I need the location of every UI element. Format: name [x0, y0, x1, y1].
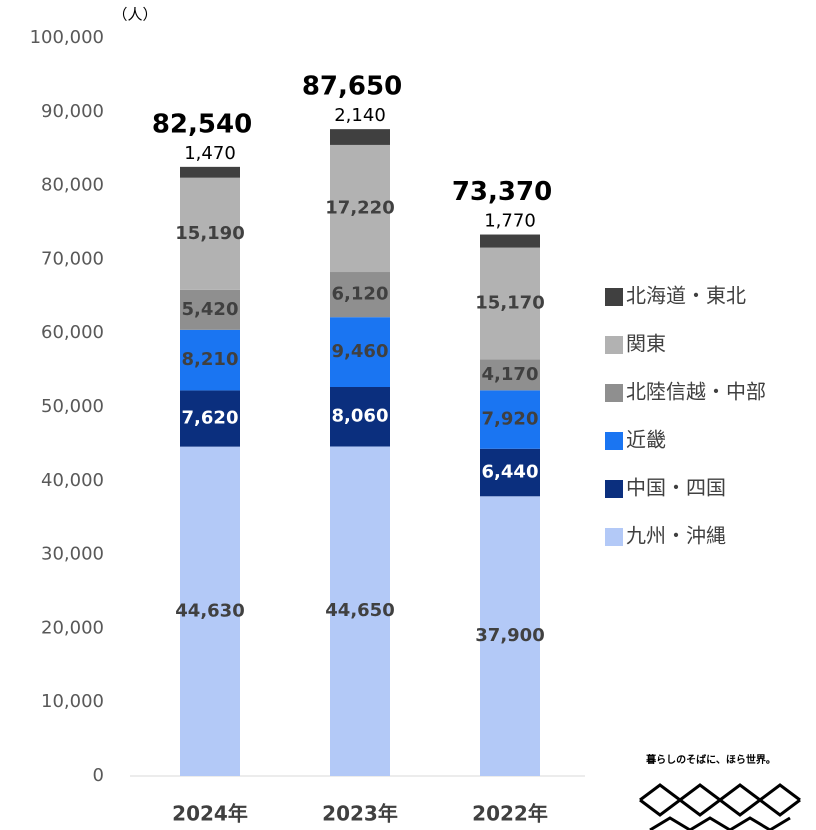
value-label: 44,650	[325, 600, 394, 621]
bar-segment	[480, 448, 540, 497]
bar-segment	[330, 272, 390, 318]
value-label: 15,170	[475, 293, 544, 314]
value-label: 7,920	[482, 409, 539, 430]
legend-swatch	[605, 480, 623, 498]
value-label: 2,140	[334, 105, 386, 126]
legend-label: 北海道・東北	[626, 284, 746, 308]
bar-segment	[330, 387, 390, 447]
value-label: 37,900	[475, 625, 544, 646]
legend-swatch	[605, 336, 623, 354]
bar-segment	[480, 390, 540, 449]
total-label: 87,650	[302, 72, 402, 102]
legend-label: 北陸信越・中部	[626, 380, 766, 404]
y-tick-label: 80,000	[41, 175, 104, 196]
y-tick-label: 0	[93, 765, 104, 786]
total-label: 73,370	[452, 177, 552, 207]
value-label: 44,630	[175, 600, 244, 621]
bar-segment	[180, 289, 240, 330]
bar-segment	[330, 317, 390, 388]
bar-segment	[180, 177, 240, 290]
y-unit: （人）	[112, 6, 157, 24]
value-label: 1,470	[184, 143, 236, 164]
bar-segment	[330, 129, 390, 145]
logo-text: 暮らしのそばに、ほら世界。	[645, 753, 776, 766]
y-tick-label: 60,000	[41, 322, 104, 343]
legend-swatch	[605, 288, 623, 306]
value-label: 6,440	[482, 462, 539, 483]
bar-segment	[480, 359, 540, 391]
bar-segment	[180, 390, 240, 447]
x-tick-label: 2023年	[322, 802, 398, 826]
bar-segment	[480, 496, 540, 776]
legend-swatch	[605, 432, 623, 450]
y-tick-label: 50,000	[41, 396, 104, 417]
y-tick-label: 40,000	[41, 470, 104, 491]
legend-label: 中国・四国	[626, 476, 726, 500]
value-label: 7,620	[182, 408, 239, 429]
y-tick-label: 90,000	[41, 101, 104, 122]
value-label: 8,210	[182, 349, 239, 370]
y-tick-label: 20,000	[41, 617, 104, 638]
legend-label: 近畿	[626, 428, 666, 452]
total-label: 82,540	[152, 109, 252, 139]
value-label: 5,420	[182, 299, 239, 320]
bar-segment	[180, 446, 240, 776]
bar-segment	[330, 446, 390, 776]
legend-label: 関東	[626, 332, 666, 356]
bar-segment	[480, 247, 540, 360]
legend-label: 九州・沖縄	[626, 524, 726, 548]
bar-segment	[180, 166, 240, 178]
value-label: 4,170	[482, 364, 539, 385]
legend-swatch	[605, 384, 623, 402]
y-tick-label: 30,000	[41, 544, 104, 565]
value-label: 15,190	[175, 223, 244, 244]
x-tick-label: 2022年	[472, 802, 548, 826]
legend-swatch	[605, 528, 623, 546]
value-label: 9,460	[332, 341, 389, 362]
y-tick-label: 10,000	[41, 691, 104, 712]
value-label: 6,120	[332, 284, 389, 305]
y-tick-label: 100,000	[30, 27, 104, 48]
value-label: 17,220	[325, 197, 394, 218]
x-tick-label: 2024年	[172, 802, 248, 826]
logo-mark	[639, 783, 801, 830]
y-tick-label: 70,000	[41, 248, 104, 269]
value-label: 1,770	[484, 211, 536, 232]
value-label: 8,060	[332, 406, 389, 427]
bar-segment	[480, 234, 540, 248]
bar-segment	[180, 329, 240, 391]
bar-segment	[330, 144, 390, 273]
